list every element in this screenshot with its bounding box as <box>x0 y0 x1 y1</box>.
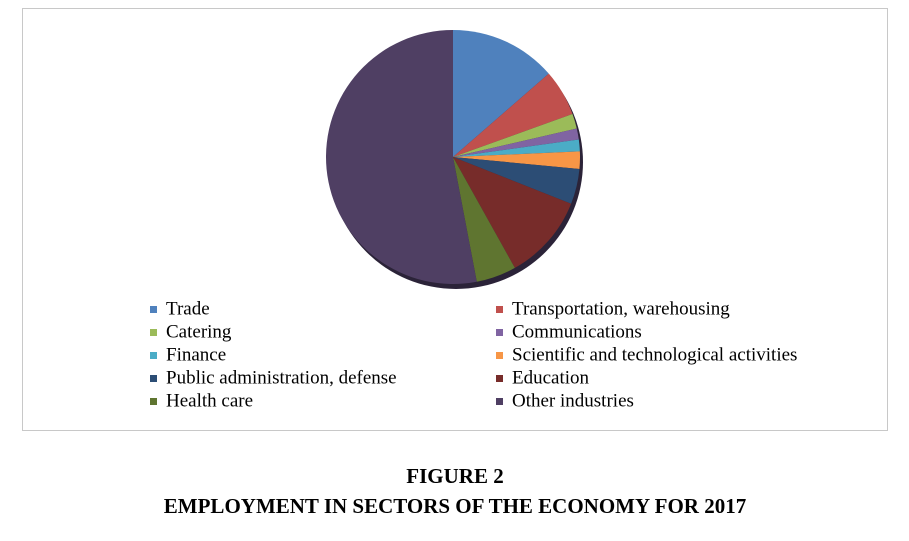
pie-slice <box>453 73 573 157</box>
legend-swatch <box>496 329 503 336</box>
legend-label: Public administration, defense <box>166 367 397 388</box>
pie <box>326 30 580 284</box>
pie-slice <box>453 151 580 169</box>
pie-slice <box>453 30 549 157</box>
legend-swatch <box>496 375 503 382</box>
pie-slice <box>453 157 515 282</box>
legend-swatch <box>496 398 503 405</box>
legend-swatch <box>150 375 157 382</box>
legend-label: Education <box>512 367 590 388</box>
legend-label: Other industries <box>512 390 634 411</box>
pie-slice <box>453 113 577 157</box>
legend-swatch <box>150 329 157 336</box>
pie-slice <box>453 157 580 204</box>
legend-label: Transportation, warehousing <box>512 298 730 319</box>
legend-swatch <box>150 306 157 313</box>
caption: EMPLOYMENT IN SECTORS OF THE ECONOMY FOR… <box>164 494 746 518</box>
pie-slice <box>326 30 477 284</box>
legend-swatch <box>150 398 157 405</box>
legend-label: Catering <box>166 321 232 342</box>
legend-label: Health care <box>166 390 253 411</box>
pie-slice <box>453 157 572 268</box>
legend-swatch <box>496 352 503 359</box>
pie-slice <box>453 139 580 157</box>
figure-label: FIGURE 2 <box>406 464 503 488</box>
legend-swatch <box>150 352 157 359</box>
legend-label: Finance <box>166 344 226 365</box>
legend-label: Scientific and technological activities <box>512 344 797 365</box>
legend-swatch <box>496 306 503 313</box>
legend: Trade Transportation, warehousing Catering… <box>150 298 797 411</box>
pie-slice <box>453 128 579 157</box>
legend-label: Communications <box>512 321 642 342</box>
legend-label: Trade <box>166 298 210 319</box>
